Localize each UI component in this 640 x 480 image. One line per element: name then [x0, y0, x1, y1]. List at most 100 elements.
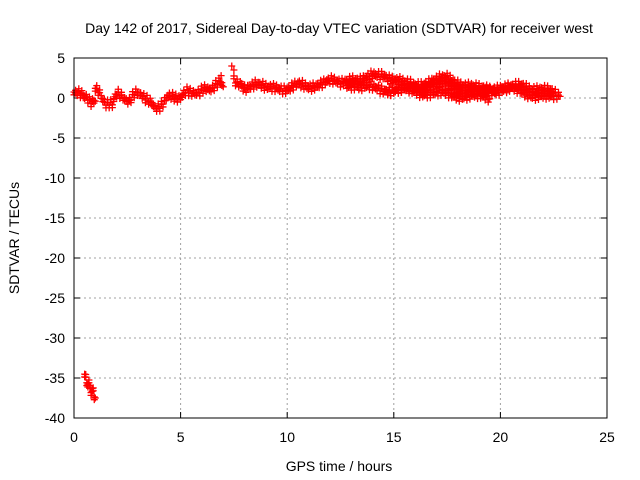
data-point [108, 101, 116, 109]
data-point [504, 80, 512, 88]
data-point [159, 100, 167, 108]
x-tick-labels: 0 5 10 15 20 25 [70, 429, 615, 445]
data-point [137, 89, 145, 97]
data-point [329, 77, 337, 85]
data-point [556, 92, 564, 100]
data-point [539, 91, 547, 99]
data-point [314, 80, 322, 88]
data-point [78, 87, 86, 95]
data-point [309, 79, 317, 87]
y-tick-label: -20 [45, 250, 65, 266]
data-point [172, 90, 180, 98]
x-tick-label: 5 [177, 429, 185, 445]
y-tick-label: -35 [45, 370, 65, 386]
data-point [230, 66, 238, 74]
y-axis-label: SDTVAR / TECUs [6, 182, 22, 294]
data-point [385, 71, 393, 79]
y-tick-labels: 5 0 -5 -10 -15 -20 -25 -30 -35 -40 [45, 50, 65, 426]
data-point [269, 79, 277, 87]
data-point [375, 81, 383, 89]
y-tick-label: 0 [57, 90, 65, 106]
data-point [512, 81, 520, 89]
data-point [327, 72, 335, 80]
data-point [323, 76, 331, 84]
data-point [288, 79, 296, 87]
data-point [89, 384, 97, 392]
data-point [361, 74, 369, 82]
data-point [217, 72, 225, 80]
data-point [464, 83, 472, 91]
y-tick-label: -30 [45, 330, 65, 346]
data-point [550, 96, 558, 104]
gridlines [74, 58, 607, 418]
data-point [85, 376, 93, 384]
data-point [420, 82, 428, 90]
x-tick-label: 0 [70, 429, 78, 445]
data-point [320, 75, 328, 83]
x-tick-label: 20 [493, 429, 509, 445]
data-point [96, 86, 104, 94]
data-point [156, 104, 164, 112]
y-tick-label: -15 [45, 210, 65, 226]
data-point [515, 82, 523, 90]
data-point [146, 94, 154, 102]
y-tick-label: 5 [57, 50, 65, 66]
data-point [230, 72, 238, 80]
data-point [306, 80, 314, 88]
data-point [97, 92, 105, 100]
data-point [274, 83, 282, 91]
data-point [358, 78, 366, 86]
x-tick-label: 10 [279, 429, 295, 445]
data-point [533, 82, 541, 90]
data-point [197, 82, 205, 90]
data-point [231, 79, 239, 87]
plot-frame [73, 57, 608, 419]
y-tick-label: -40 [45, 410, 65, 426]
data-point [455, 88, 463, 96]
y-tick-label: -5 [53, 130, 66, 146]
data-point [337, 80, 344, 88]
data-point [90, 96, 98, 104]
data-point [124, 97, 132, 105]
data-point [503, 86, 511, 94]
data-point [117, 88, 125, 96]
data-point [218, 79, 226, 87]
data-point [91, 97, 99, 105]
data-point [81, 92, 89, 100]
data-point [355, 83, 363, 91]
chart-title: Day 142 of 2017, Sidereal Day-to-day VTE… [85, 20, 593, 36]
data-point [330, 73, 338, 81]
data-point [367, 67, 375, 75]
data-point [169, 88, 177, 96]
data-point [301, 79, 309, 87]
data-point [378, 67, 386, 75]
data-point [132, 85, 140, 93]
data-point [183, 83, 191, 91]
data-point [461, 84, 469, 92]
data-point [435, 75, 443, 83]
data-point [148, 99, 156, 107]
data-point [446, 77, 454, 85]
data-point [82, 370, 90, 378]
data-point [228, 62, 236, 70]
data-point [533, 88, 541, 96]
data-point [317, 76, 325, 84]
data-point [207, 85, 215, 93]
data-point [93, 82, 101, 90]
data-points [70, 62, 564, 404]
y-tick-label: -25 [45, 290, 65, 306]
y-tick-label: -10 [45, 170, 65, 186]
data-point [446, 71, 454, 79]
data-point [432, 76, 440, 84]
data-point [219, 83, 227, 91]
x-tick-label: 25 [599, 429, 615, 445]
data-point [338, 74, 346, 82]
data-point [548, 90, 556, 98]
x-tick-label: 15 [386, 429, 402, 445]
data-point [210, 84, 218, 92]
data-point [114, 85, 122, 93]
x-axis-label: GPS time / hours [286, 458, 393, 474]
data-point [91, 394, 99, 402]
data-point [90, 393, 98, 401]
